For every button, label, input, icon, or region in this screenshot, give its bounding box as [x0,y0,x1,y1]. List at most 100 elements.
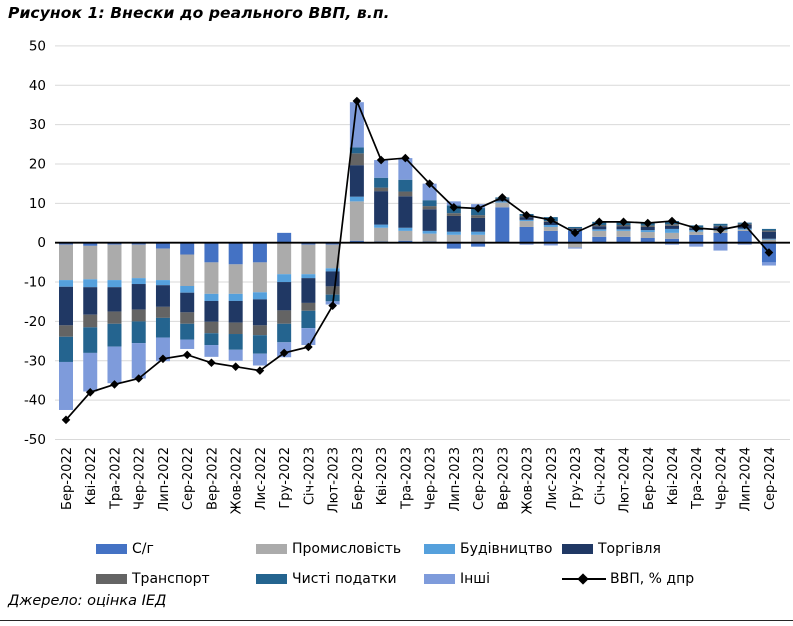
gdp-contributions-chart: 50 40 30 20 10 0 -10 -20 -30 -40 -50 Бер-2022 Кві-20… [24,38,790,514]
x-axis-label: Бер-2024 [642,447,657,510]
gdp-marker-diamond [522,210,531,220]
bar-segment [59,325,73,337]
legend-label: Інші [460,571,490,587]
x-axis-label: Січ-2023 [302,447,317,505]
bar-segment [252,353,267,366]
bar-segment [83,352,98,392]
gdp-marker-diamond [182,350,192,360]
bar-segment [155,317,170,338]
bar-segment [228,349,243,361]
bar-segment [543,226,558,231]
bar-segment [398,158,413,180]
bar-segment [640,232,655,238]
bar-segment [131,343,146,379]
bar-segment [398,230,413,241]
bar-segment [252,325,267,336]
bar-segment [301,310,316,329]
gdp-marker-diamond [401,153,410,163]
bar-segment [471,234,486,243]
bar-segment [325,294,340,302]
bar-segment [689,242,704,247]
y-axis-label: -20 [24,314,46,330]
bar-segment [422,209,437,231]
x-axis-label: Чер-2023 [424,447,439,510]
bar-segment [301,274,316,279]
bar-segment [131,321,146,344]
y-axis-label: -50 [24,432,46,448]
bar-segment [761,231,776,239]
legend-item-3: Будівництво [424,541,552,557]
bar-segment [543,224,558,227]
bar-segment [107,242,122,245]
bar-segment [665,232,679,239]
bar-segment [568,247,583,249]
x-axis-label: Бер-2022 [60,447,75,510]
bar-segment [398,179,413,192]
bar-segment [107,323,122,347]
gdp-marker-diamond [304,342,313,352]
bar-segment [737,230,752,243]
bar-segment [301,244,316,275]
bar-segment [519,226,534,243]
gdp-marker-diamond [231,362,240,371]
bar-segment [277,242,292,275]
bar-segment [59,361,73,410]
bar-segment [204,293,219,301]
bar-segment [689,234,704,243]
bar-segment [422,206,437,210]
bar-segment [640,237,655,243]
bar-segment [519,242,534,245]
x-axis-label: Лип-2022 [157,447,172,512]
bar-segment [761,228,776,231]
bar-segment [228,293,243,301]
bar-segment [131,244,146,279]
legend-color-swatch [424,544,455,554]
y-axis-label: -30 [24,353,46,369]
x-axis-labels: Бер-2022 Кві-2022 Тра-2022 Чер-2022 Лип-2022… [60,447,778,514]
x-axis-label: Жов-2023 [521,447,536,514]
bar-segment [252,242,267,263]
gdp-marker-diamond [352,96,362,106]
bar-segment [398,191,413,197]
legend-item-5: Транспорт [96,571,210,587]
bar-segment [446,231,461,235]
gdp-marker-diamond [740,220,750,230]
bar-segment [155,242,170,249]
bar-segment [83,327,98,353]
bar-segment [131,278,146,285]
gdp-marker-diamond [643,218,653,228]
bar-segment [204,300,219,322]
gdp-marker-diamond [279,348,289,358]
bar-segment [665,242,679,245]
legend-label: Транспорт [132,571,210,587]
y-axis-label: 10 [29,196,46,212]
bar-segment [83,242,98,246]
gdp-marker-diamond [425,179,434,188]
bar-segment [180,242,195,255]
bar-segment [59,244,73,281]
bar-segment [204,262,219,294]
bar-segment [155,306,170,318]
bar-segment [471,242,486,247]
bar-segment [616,226,631,230]
bar-segment [616,230,631,237]
legend-label: Чисті податки [292,571,397,587]
bar-segment [713,242,728,251]
bar-segment [301,242,316,245]
gdp-line-legend-icon [562,573,606,585]
legend-color-swatch [96,544,127,554]
x-axis-label: Лют-2024 [618,447,633,513]
bar-segment [495,201,510,203]
x-axis-label: Сер-2022 [181,447,196,510]
bar-segment [107,287,122,312]
bar-segment [398,240,413,243]
x-axis-label: Тра-2022 [108,447,123,510]
bar-segment [155,248,170,281]
legend-label: ВВП, % дпр [610,571,695,587]
x-axis-label: Сер-2023 [472,447,487,510]
bar-segment [325,244,340,269]
legend-label: Промисловість [292,541,402,557]
bar-segment [398,196,413,228]
bar-segment [422,200,437,207]
bar-segment [83,245,98,280]
